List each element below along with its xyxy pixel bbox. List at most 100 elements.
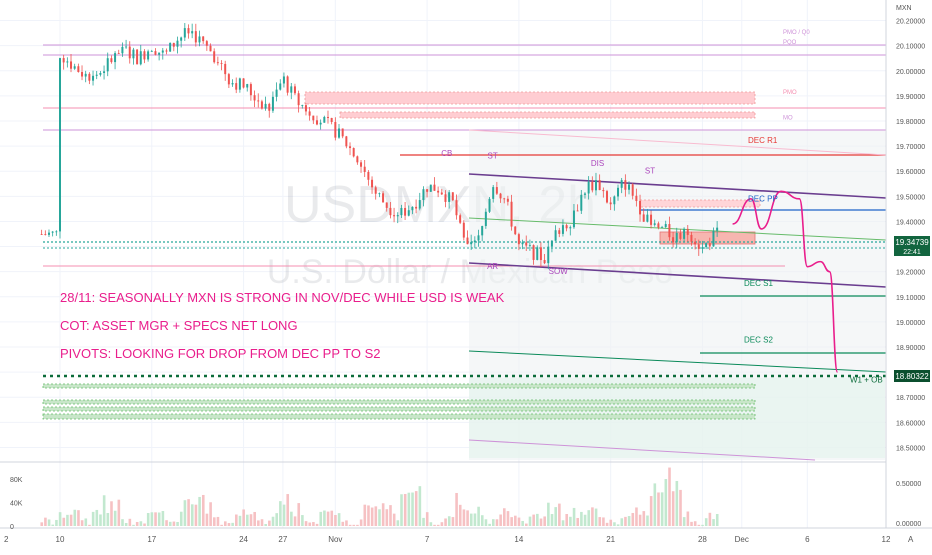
volume-bar bbox=[209, 502, 212, 526]
volume-bar bbox=[682, 517, 686, 526]
candle-body bbox=[565, 225, 568, 229]
candle-body bbox=[66, 61, 69, 63]
price-axis-panel[interactable] bbox=[886, 0, 932, 550]
candle-body bbox=[708, 243, 711, 247]
candle-body bbox=[338, 128, 341, 138]
candle-body bbox=[312, 115, 315, 121]
candle-body bbox=[363, 166, 366, 172]
volume-bar bbox=[679, 489, 682, 526]
volume-bar bbox=[132, 524, 135, 526]
projected-path bbox=[732, 190, 839, 373]
candle-body bbox=[459, 215, 462, 223]
time-axis-panel[interactable] bbox=[0, 528, 932, 550]
volume-bar bbox=[458, 504, 462, 526]
volume-bar bbox=[616, 524, 620, 526]
candle-body bbox=[550, 240, 553, 247]
volume-bar bbox=[550, 514, 554, 526]
level-labels: PMO / Q0 PQO PMO MO DEC R1 DEC PP DEC S1 DEC S2… bbox=[744, 30, 883, 384]
annotations: 28/11: SEASONALLY MXN IS STRONG IN NOV/D… bbox=[60, 290, 505, 361]
candle-body bbox=[180, 37, 183, 41]
volume-bar bbox=[165, 520, 168, 526]
candle-body bbox=[40, 234, 43, 235]
candle-body bbox=[246, 84, 249, 88]
candle-body bbox=[315, 120, 318, 125]
volume-bar bbox=[183, 500, 187, 526]
volume-bar bbox=[675, 480, 679, 526]
candle-body bbox=[253, 95, 256, 101]
wyckoff-label: DIS bbox=[591, 159, 604, 168]
price-tick: 19.80000 bbox=[896, 119, 925, 126]
candle-body bbox=[238, 78, 241, 90]
candle-body bbox=[275, 89, 278, 97]
candle-body bbox=[653, 223, 656, 225]
candle-body bbox=[466, 237, 469, 245]
volume-bar bbox=[583, 514, 587, 526]
candle-body bbox=[360, 162, 363, 167]
volume-bar bbox=[671, 491, 675, 526]
volume-bar bbox=[414, 491, 418, 526]
candle-body bbox=[47, 232, 50, 235]
candle-body bbox=[484, 211, 487, 227]
volume-bar bbox=[128, 518, 132, 526]
candle-body bbox=[539, 247, 542, 261]
candle-body bbox=[382, 193, 385, 203]
volume-bar bbox=[561, 520, 565, 526]
candle-body bbox=[697, 244, 700, 249]
wyckoff-label: AR bbox=[487, 262, 498, 271]
volume-bar bbox=[249, 514, 253, 526]
wyckoff-label: CB bbox=[441, 149, 452, 158]
candle-body bbox=[59, 58, 61, 232]
volume-bar bbox=[238, 515, 242, 526]
volume-bar bbox=[532, 514, 535, 526]
volume-bar bbox=[268, 520, 271, 526]
candle-body bbox=[293, 86, 296, 94]
volume-bar bbox=[161, 511, 165, 526]
candle-body bbox=[598, 180, 601, 191]
volume-bar bbox=[172, 521, 176, 526]
volume-bar bbox=[363, 504, 367, 526]
indicator-tick: 0.00000 bbox=[896, 521, 921, 528]
candle-body bbox=[169, 42, 172, 52]
price-tick: 19.00000 bbox=[896, 320, 925, 327]
volume-bar bbox=[429, 522, 433, 526]
level-label: DEC PP bbox=[748, 194, 778, 203]
volume-bar bbox=[602, 517, 605, 526]
volume-bar bbox=[117, 499, 121, 526]
price-tick: 19.60000 bbox=[896, 169, 925, 176]
volume-bar bbox=[381, 503, 385, 526]
candle-body bbox=[602, 190, 605, 192]
candle-body bbox=[624, 180, 627, 190]
candle-body bbox=[95, 74, 98, 76]
candle-body bbox=[165, 50, 168, 52]
axis-mode-button[interactable]: A bbox=[908, 535, 914, 544]
candle-body bbox=[385, 202, 388, 208]
time-tick: 17 bbox=[147, 535, 156, 544]
supply-zone-1 bbox=[304, 91, 756, 105]
candle-body bbox=[334, 121, 337, 138]
candle-body bbox=[143, 51, 146, 60]
candle-body bbox=[216, 62, 219, 64]
volume-bar bbox=[345, 520, 348, 526]
time-tick: 12 bbox=[882, 535, 891, 544]
candle-body bbox=[301, 105, 304, 106]
candle-body bbox=[51, 231, 54, 233]
volume-bar bbox=[536, 513, 539, 526]
volume-bar bbox=[319, 511, 323, 526]
volume-bar bbox=[547, 502, 550, 526]
volume-bar bbox=[378, 509, 381, 526]
volume-bar bbox=[403, 493, 407, 526]
price-tick: 20.10000 bbox=[896, 44, 925, 51]
time-tick: 2 bbox=[4, 535, 9, 544]
candle-body bbox=[209, 45, 212, 52]
volume-bar bbox=[668, 467, 671, 526]
candle-body bbox=[213, 51, 216, 63]
volume-bar bbox=[418, 486, 422, 526]
volume-bar bbox=[146, 513, 150, 526]
candle-body bbox=[77, 66, 80, 73]
volume-bar bbox=[77, 510, 80, 526]
volume-bar bbox=[425, 512, 429, 526]
volume-bar bbox=[422, 517, 425, 526]
volume-bar bbox=[113, 510, 117, 526]
candle-body bbox=[378, 193, 381, 195]
